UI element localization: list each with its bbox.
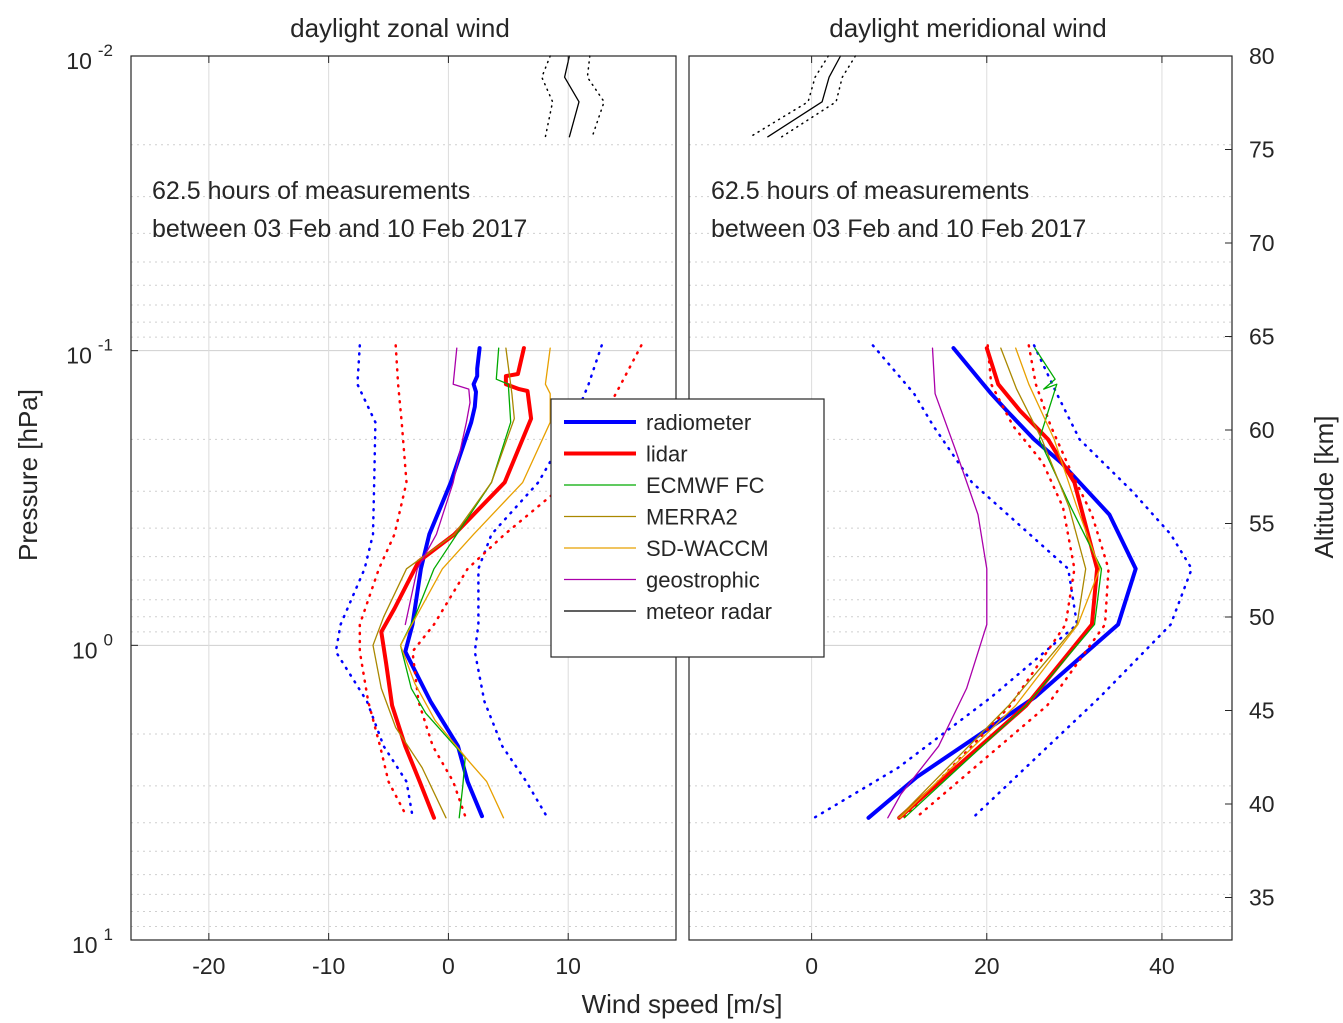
altitude-axis-ticks: 35 40 45 50 55 60 65 70 75 80 bbox=[1225, 43, 1275, 911]
meridional-wind-ticks: 0 20 40 bbox=[805, 56, 1175, 979]
legend-box bbox=[550, 398, 825, 658]
legend-label: MERRA2 bbox=[646, 505, 738, 530]
altitude-tick-label: 60 bbox=[1249, 417, 1275, 443]
altitude-axis-label: Altitude [km] bbox=[1309, 415, 1339, 558]
legend-entries: radiometer lidar ECMWF FC MERRA2 SD-WACCM geo… bbox=[564, 410, 772, 624]
series-radiometer-error-lower bbox=[334, 344, 414, 818]
series-sd-waccm bbox=[899, 347, 1101, 819]
series-lidar-error-upper bbox=[914, 344, 1110, 820]
x-tick-label: -20 bbox=[192, 953, 225, 979]
meridional-wind-annotation-line-1: 62.5 hours of measurements bbox=[711, 177, 1029, 205]
x-tick-label: 0 bbox=[805, 953, 818, 979]
legend-label: SD-WACCM bbox=[646, 536, 769, 561]
altitude-tick-label: 45 bbox=[1249, 698, 1275, 724]
legend: radiometer lidar ECMWF FC MERRA2 SD-WACCM geo… bbox=[550, 398, 825, 658]
series-meteor-radar-error-upper bbox=[586, 55, 605, 138]
series-meteor-radar bbox=[563, 55, 580, 138]
meridional-wind-title: daylight meridional wind bbox=[829, 13, 1106, 43]
zonal-wind-title: daylight zonal wind bbox=[290, 13, 510, 43]
zonal-wind-series bbox=[334, 55, 643, 820]
x-tick-label: 40 bbox=[1149, 953, 1175, 979]
series-merra2 bbox=[897, 347, 1087, 819]
altitude-tick-label: 70 bbox=[1249, 230, 1275, 256]
x-tick-label: 20 bbox=[974, 953, 1000, 979]
altitude-tick-label: 80 bbox=[1249, 43, 1275, 69]
series-meteor-radar bbox=[767, 55, 842, 138]
altitude-tick-label: 55 bbox=[1249, 511, 1275, 537]
zonal-wind-annotation-line-1: 62.5 hours of measurements bbox=[152, 177, 470, 205]
meridional-wind-panel: 0 20 40 35 40 45 50 55 60 65 70 75 80 daylight meri… bbox=[688, 13, 1275, 979]
series-radiometer bbox=[866, 346, 1138, 820]
y-tick-label: 10 -1 bbox=[66, 336, 113, 369]
meridional-wind-annotation-line-2: between 03 Feb and 10 Feb 2017 bbox=[711, 215, 1086, 243]
x-tick-label: 10 bbox=[555, 953, 581, 979]
zonal-wind-grid bbox=[131, 56, 676, 940]
zonal-wind-annotation-line-2: between 03 Feb and 10 Feb 2017 bbox=[152, 215, 527, 243]
x-axis-label: Wind speed [m/s] bbox=[582, 989, 783, 1019]
series-merra2 bbox=[372, 347, 515, 819]
series-lidar bbox=[897, 346, 1100, 820]
legend-label: lidar bbox=[646, 442, 688, 467]
series-radiometer-error-upper bbox=[473, 344, 603, 818]
altitude-tick-label: 65 bbox=[1249, 324, 1275, 350]
series-ecmwf-fc bbox=[399, 347, 512, 819]
altitude-tick-label: 75 bbox=[1249, 137, 1275, 163]
series-meteor-radar-error-lower bbox=[749, 55, 830, 138]
altitude-tick-label: 35 bbox=[1249, 885, 1275, 911]
altitude-tick-label: 40 bbox=[1249, 791, 1275, 817]
legend-label: radiometer bbox=[646, 410, 751, 435]
legend-label: meteor radar bbox=[646, 599, 772, 624]
y-tick-label: 10 -2 bbox=[66, 41, 113, 74]
pressure-axis-label: Pressure [hPa] bbox=[13, 389, 43, 561]
series-geostrophic bbox=[887, 347, 988, 819]
series-radiometer bbox=[403, 346, 484, 819]
x-tick-label: 0 bbox=[442, 953, 455, 979]
series-lidar-error-lower bbox=[358, 344, 408, 818]
series-meteor-radar-error-lower bbox=[541, 55, 554, 138]
series-geostrophic bbox=[404, 347, 471, 626]
y-tick-label: 10 0 bbox=[72, 630, 113, 663]
legend-label: ECMWF FC bbox=[646, 473, 765, 498]
series-meteor-radar-error-upper bbox=[781, 55, 857, 138]
meridional-wind-series bbox=[749, 55, 1193, 820]
altitude-tick-label: 50 bbox=[1249, 604, 1275, 630]
series-radiometer-error-lower bbox=[812, 344, 1079, 820]
legend-label: geostrophic bbox=[646, 568, 760, 593]
x-tick-label: -10 bbox=[312, 953, 345, 979]
series-sd-waccm bbox=[399, 347, 551, 819]
y-tick-label: 10 1 bbox=[72, 925, 113, 958]
